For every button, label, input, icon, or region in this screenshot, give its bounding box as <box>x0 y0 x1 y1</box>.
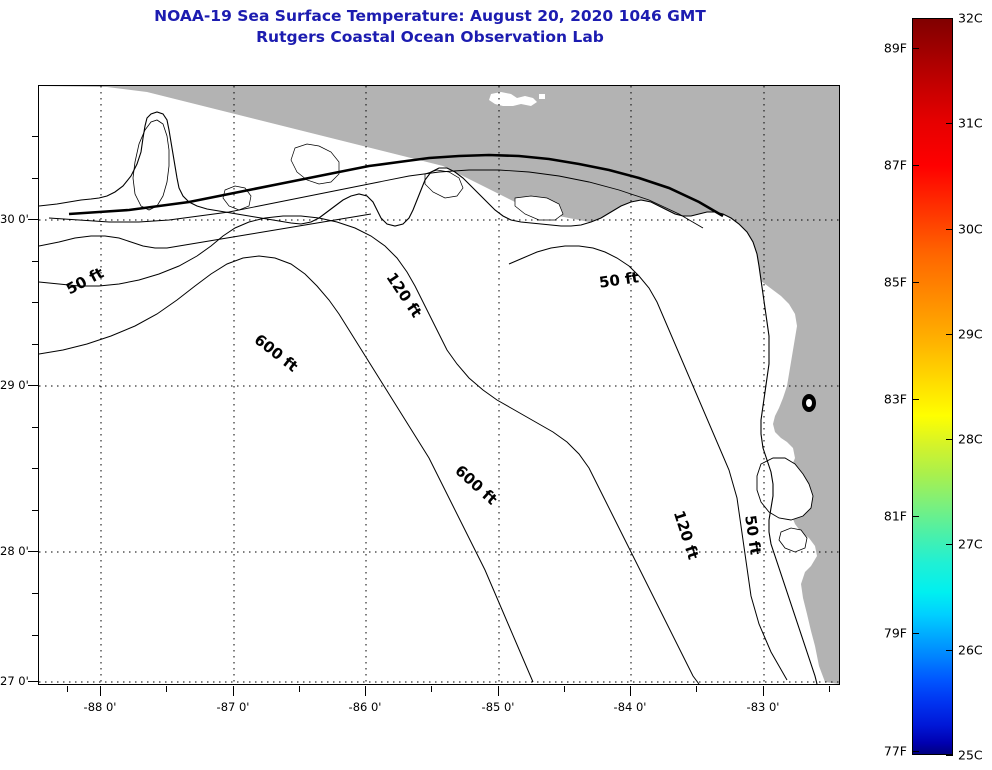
x-tick-minor <box>829 686 830 692</box>
y-tick-minor <box>32 427 38 428</box>
map-svg <box>39 86 839 684</box>
inner-shore <box>48 169 704 229</box>
colorbar-label-c: 25C <box>958 747 983 763</box>
y-tick-minor <box>32 136 38 137</box>
colorbar-label-c: 27C <box>958 536 983 552</box>
x-tick-label: -85 0' <box>481 700 515 714</box>
colorbar-label-f: 81F <box>883 508 907 524</box>
x-tick-minor <box>564 686 565 692</box>
x-tick-label: -88 0' <box>83 700 117 714</box>
colorbar-label-c: 26C <box>958 642 983 658</box>
x-tick-major <box>763 686 764 696</box>
colorbar-tick-f <box>912 165 919 166</box>
y-tick-major <box>28 681 38 682</box>
colorbar-tick-c <box>946 544 953 545</box>
lake-blob-inner <box>806 399 812 407</box>
y-tick-major <box>28 385 38 386</box>
colorbar-tick-f <box>912 48 919 49</box>
colorbar-tick-f <box>912 751 919 752</box>
y-tick-label: 29 0' <box>0 378 29 392</box>
x-tick-major <box>100 686 101 696</box>
y-tick-major <box>28 219 38 220</box>
x-tick-major <box>233 686 234 696</box>
contour-120ft <box>39 215 700 684</box>
colorbar-tick-f <box>912 633 919 634</box>
colorbar-tick-f <box>912 282 919 283</box>
colorbar-label-c: 31C <box>958 115 983 131</box>
colorbar-label-c: 32C <box>958 10 983 26</box>
contour-50ft-west <box>39 213 372 249</box>
colorbar-tick-c <box>946 123 953 124</box>
colorbar-label-c: 30C <box>958 221 983 237</box>
y-tick-minor <box>32 593 38 594</box>
x-tick-label: -83 0' <box>746 700 780 714</box>
bay-pocket-4 <box>514 195 564 221</box>
colorbar-label-c: 28C <box>958 431 983 447</box>
contour-600ft <box>39 255 534 683</box>
y-tick-minor <box>32 178 38 179</box>
bathymetry-contours <box>39 213 788 684</box>
colorbar-label-f: 89F <box>883 40 907 56</box>
y-tick-minor <box>32 302 38 303</box>
colorbar-tick-f <box>912 399 919 400</box>
colorbar-tick-c <box>946 334 953 335</box>
temperature-colorbar[interactable]: 32C 31C 30C 29C 28C 27C 26C 25C 89F 87F … <box>884 11 983 763</box>
colorbar-tick-c <box>946 229 953 230</box>
x-tick-label: -87 0' <box>216 700 250 714</box>
colorbar-label-f: 83F <box>883 391 907 407</box>
y-tick-minor <box>32 510 38 511</box>
colorbar-label-f: 85F <box>883 274 907 290</box>
colorbar-label-c: 29C <box>958 326 983 342</box>
x-tick-major <box>365 686 366 696</box>
x-tick-minor <box>431 686 432 692</box>
colorbar-label-f: 79F <box>883 625 907 641</box>
cloud-patch <box>489 92 545 106</box>
bay-pocket-3 <box>424 169 464 199</box>
x-tick-minor <box>166 686 167 692</box>
grid-lines <box>39 86 839 684</box>
y-tick-label: 27 0' <box>0 674 29 688</box>
x-tick-minor <box>67 686 68 692</box>
colorbar-tick-f <box>912 516 919 517</box>
x-tick-label: -86 0' <box>348 700 382 714</box>
x-tick-minor <box>696 686 697 692</box>
y-tick-minor <box>32 468 38 469</box>
land-polygons <box>39 86 839 684</box>
chart-title: NOAA-19 Sea Surface Temperature: August … <box>0 6 860 48</box>
colorbar-tick-c <box>946 439 953 440</box>
land-gulf-coast <box>39 86 839 684</box>
y-tick-minor <box>32 635 38 636</box>
colorbar-label-f: 87F <box>883 157 907 173</box>
x-tick-major <box>498 686 499 696</box>
coastline-gulf <box>39 111 818 684</box>
coastline <box>39 111 818 684</box>
title-line-2: Rutgers Coastal Ocean Observation Lab <box>256 28 604 46</box>
colorbar-tick-c <box>946 18 953 19</box>
x-tick-major <box>630 686 631 696</box>
y-tick-major <box>28 551 38 552</box>
y-tick-minor <box>32 344 38 345</box>
map-plot-area[interactable]: 50 ft 600 ft 120 ft 50 ft 600 ft 120 ft … <box>38 85 840 685</box>
x-tick-label: -84 0' <box>613 700 647 714</box>
colorbar-tick-c <box>946 755 953 756</box>
contour-50ft-bigbend <box>508 245 788 681</box>
charlotte-harbor <box>778 527 808 553</box>
x-tick-minor <box>299 686 300 692</box>
barrier-islands <box>68 153 724 218</box>
y-tick-minor <box>32 261 38 262</box>
colorbar-label-f: 77F <box>883 743 907 759</box>
colorbar-tick-c <box>946 650 953 651</box>
colorbar-gradient <box>912 18 953 755</box>
title-line-1: NOAA-19 Sea Surface Temperature: August … <box>154 7 706 25</box>
y-tick-label: 30 0' <box>0 212 29 226</box>
y-tick-label: 28 0' <box>0 544 29 558</box>
